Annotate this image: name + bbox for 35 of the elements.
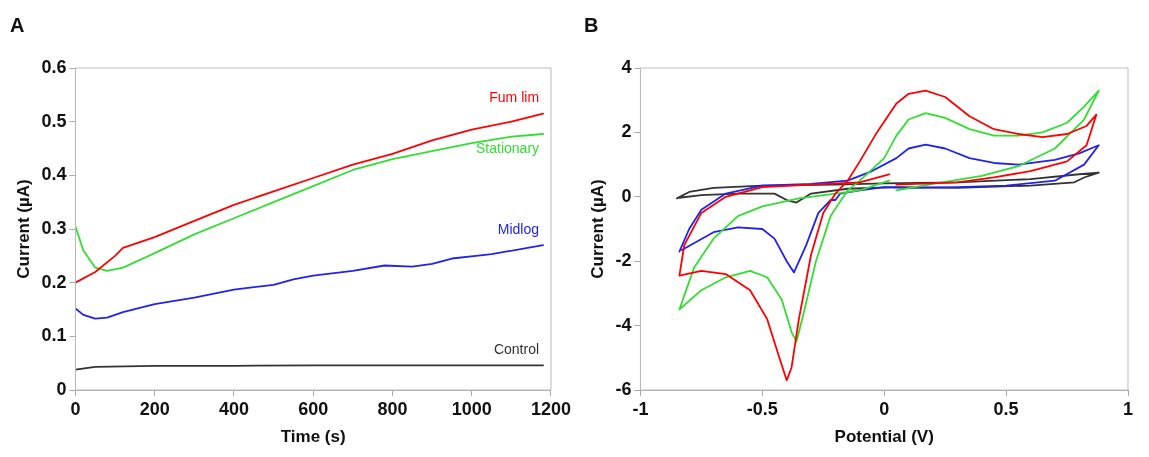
x-tick-label: 0.5	[993, 398, 1019, 419]
series-label: Fum lim	[489, 89, 540, 106]
x-tick-label: 1	[1122, 398, 1134, 419]
x-tick-label: 0	[879, 398, 890, 419]
y-tick-label: 0.3	[41, 217, 67, 238]
y-tick-label: 2	[621, 121, 632, 142]
y-tick-label: -6	[615, 378, 632, 399]
x-tick-label: -1	[632, 398, 649, 419]
y-tick-label: 0	[621, 185, 632, 206]
y-tick-label: 0.2	[41, 271, 67, 292]
series-label: Midlog	[497, 220, 540, 237]
x-tick-label: 1200	[530, 398, 571, 419]
x-tick-label: 400	[218, 398, 249, 419]
x-tick-label: 0	[70, 398, 81, 419]
x-tick-label: 600	[298, 398, 329, 419]
y-tick-label: 4	[621, 56, 632, 77]
y-axis-title: Current (µA)	[587, 179, 607, 279]
x-tick-label: 1000	[451, 398, 492, 419]
y-tick-label: 0.1	[41, 325, 67, 346]
x-tick-label: 200	[139, 398, 170, 419]
y-tick-label: 0	[56, 378, 67, 399]
chart-title: A	[10, 13, 25, 36]
x-axis-title: Time (s)	[280, 427, 346, 447]
x-axis-title: Potential (V)	[834, 427, 934, 447]
y-tick-label: -2	[615, 250, 632, 271]
chart-title: B	[584, 13, 599, 36]
x-tick-label: 800	[377, 398, 408, 419]
series-label: Control	[493, 341, 540, 358]
y-tick-label: 0.4	[41, 164, 67, 185]
y-tick-label: -4	[615, 314, 632, 335]
x-tick-label: -0.5	[746, 398, 778, 419]
series-label: Stationary	[476, 139, 540, 156]
y-tick-label: 0.6	[41, 56, 67, 77]
y-axis-title: Current (µA)	[13, 179, 33, 279]
y-tick-label: 0.5	[41, 110, 67, 131]
